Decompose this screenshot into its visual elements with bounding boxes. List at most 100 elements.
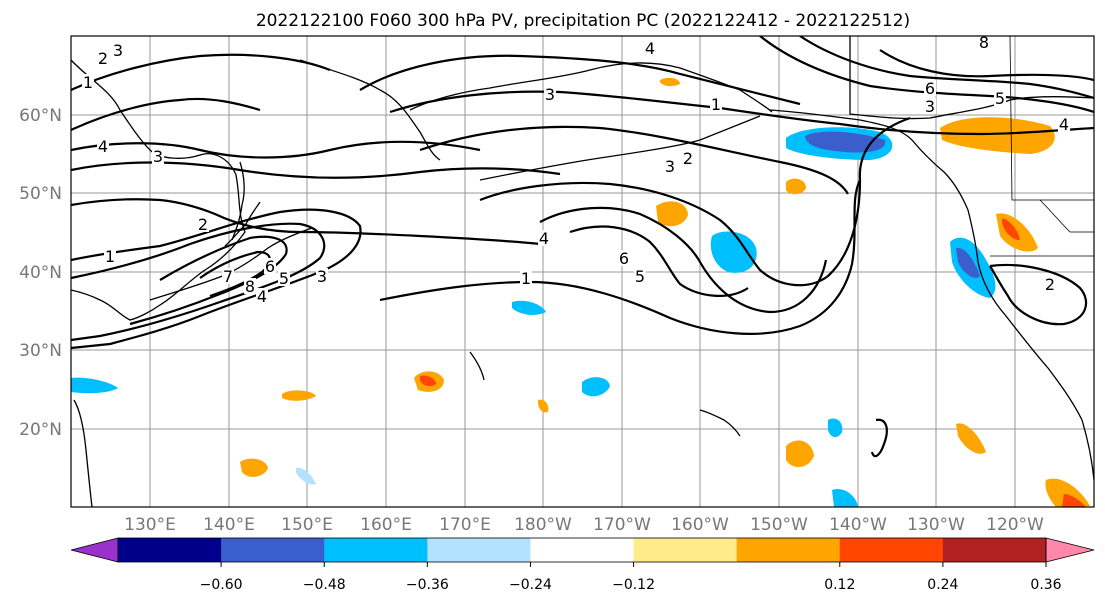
- lon-label-140w: 140°W: [829, 515, 887, 535]
- coast-asia: [71, 59, 246, 321]
- contour-label-3-jet-bg: [316, 268, 328, 284]
- contour-label-5-canada: 5: [995, 89, 1005, 108]
- lon-label-180w: 180°W: [514, 515, 572, 535]
- precip-positive-pacific-nw: [282, 390, 316, 401]
- contour-label-6-jet-bg: [264, 258, 276, 274]
- precip-weak-negative: [296, 467, 316, 485]
- precip-positive-hawaii: [786, 440, 814, 468]
- border-us-canada: [1009, 36, 1094, 201]
- contour-label-3-goa: 3: [665, 157, 675, 176]
- contour-label-5-jet-bg: [278, 270, 290, 286]
- lon-label-160e: 160°E: [360, 515, 412, 535]
- precip-strong-positive-mexico: [1062, 494, 1086, 507]
- contour-label-8-canada-bg: [978, 36, 990, 50]
- lon-label-120w: 120°W: [986, 515, 1044, 535]
- contour-label-1-japan-bg: [104, 248, 116, 264]
- lon-label-130e: 130°E: [124, 515, 176, 535]
- colorbar-ticks: −0.60−0.48−0.36−0.24−0.120.120.240.360.4…: [200, 562, 1062, 593]
- contour-label-3-goa-bg: [664, 158, 676, 174]
- contour-label-3-nw-bg: [112, 42, 124, 58]
- contour-label-5-canada-bg: [994, 90, 1006, 106]
- contour-2-goa: [419, 125, 849, 195]
- contour-label-2-goa-bg: [682, 150, 694, 166]
- contour-3-nw: [71, 53, 331, 91]
- colorbar-swatch: [221, 538, 325, 562]
- map-frame: [70, 35, 1095, 508]
- contour-label-3-bering-bg: [544, 86, 556, 102]
- contour-6-trough: [569, 225, 749, 297]
- lat-label-20n: 20°N: [19, 420, 62, 440]
- contour-label-2-goa: 2: [683, 149, 693, 168]
- colorbar-swatch: [942, 538, 1047, 562]
- precip-negative-dateline: [512, 300, 546, 315]
- lat-label-60n: 60°N: [19, 106, 62, 126]
- contour-label-5-jet: 5: [279, 269, 289, 288]
- contour-label-3-canada: 3: [925, 97, 935, 116]
- contour-4-w: [71, 140, 481, 159]
- contour-label-1-aleutian: 1: [711, 95, 721, 114]
- latitude-labels: 60°N 50°N 40°N 30°N 20°N: [19, 106, 62, 440]
- precip-strong-positive-oregon: [1002, 218, 1020, 240]
- coast-japan: [149, 227, 313, 301]
- contour-1-jet: [71, 208, 362, 350]
- contour-label-3-jet: 3: [317, 267, 327, 286]
- contour-label-2-california-bg: [1044, 276, 1056, 292]
- lon-label-160w: 160°W: [671, 515, 729, 535]
- border-alaska-canada: [849, 36, 1094, 120]
- colorbar-swatch: [118, 538, 222, 562]
- contour-label-2-japan: 2: [198, 215, 208, 234]
- colorbar-tick-label: 0.36: [1030, 577, 1061, 593]
- precip-negative-central: [710, 231, 757, 273]
- contour-label-6-trough-bg: [618, 250, 630, 266]
- contour-label-6-trough: 6: [619, 249, 629, 268]
- precip-negative-tropics: [828, 418, 843, 438]
- coast-hawaii: [699, 409, 741, 437]
- contour-label-1-japan: 1: [105, 247, 115, 266]
- colorbar-swatch: [633, 538, 738, 562]
- precip-positive-pacific-west: [240, 458, 268, 477]
- contour-label-6-canada: 6: [925, 79, 935, 98]
- precip-positive-baja: [956, 423, 986, 454]
- contour-3-w: [71, 161, 561, 179]
- precip-positive-small: [786, 178, 806, 195]
- pv-contours: [71, 36, 1094, 458]
- contour-label-5-trough: 5: [635, 267, 645, 286]
- colorbar-swatch: [736, 538, 841, 562]
- contour-closed-subtropic: [870, 418, 888, 458]
- coast-honshu-north: [224, 201, 261, 247]
- colorbar-tick-label: 0.24: [927, 577, 958, 593]
- longitude-labels: 130°E 140°E 150°E 160°E 170°E 180°W 170°…: [124, 515, 1044, 535]
- contour-label-4-trough-bg: [538, 230, 550, 246]
- figure-title: 2022122100 F060 300 hPa PV, precipitatio…: [256, 11, 910, 31]
- contour-label-1-nw-bg: [82, 74, 94, 90]
- lat-label-40n: 40°N: [19, 263, 62, 283]
- contour-label-4-trough: 4: [539, 229, 549, 248]
- colorbar-extend-low: [70, 537, 119, 563]
- contour-1-aleutian: [389, 90, 1094, 136]
- precip-strong-negative-california: [956, 247, 980, 278]
- coast-north-america: [769, 109, 1094, 481]
- contour-2-nw: [71, 97, 261, 131]
- graticule: [71, 36, 1094, 507]
- contour-label-2-nw-bg: [97, 50, 109, 66]
- contour-3-bering: [359, 54, 801, 106]
- contour-3-jet: [71, 222, 326, 342]
- contour-label-4-w: 4: [98, 137, 108, 156]
- precip-strong-negative-goa: [805, 131, 886, 153]
- lon-label-150w: 150°W: [750, 515, 808, 535]
- contour-label-7-jet: 7: [223, 267, 233, 286]
- coast-island: [469, 351, 485, 381]
- contour-label-2-japan-bg: [197, 216, 209, 232]
- contour-label-3-nw: 3: [113, 41, 123, 60]
- contour-label-1-central: 1: [521, 269, 531, 288]
- colorbar-swatch: [530, 538, 635, 562]
- lon-label-140e: 140°E: [203, 515, 255, 535]
- contour-5-jet: [129, 235, 288, 326]
- contour-label-4-canada-bg: [1058, 116, 1070, 132]
- contour-label-3-bering: 3: [545, 85, 555, 104]
- precip-positive-mexico: [1045, 478, 1090, 507]
- precip-positive-alaska: [660, 77, 680, 87]
- colorbar-tick-label: −0.36: [406, 577, 449, 593]
